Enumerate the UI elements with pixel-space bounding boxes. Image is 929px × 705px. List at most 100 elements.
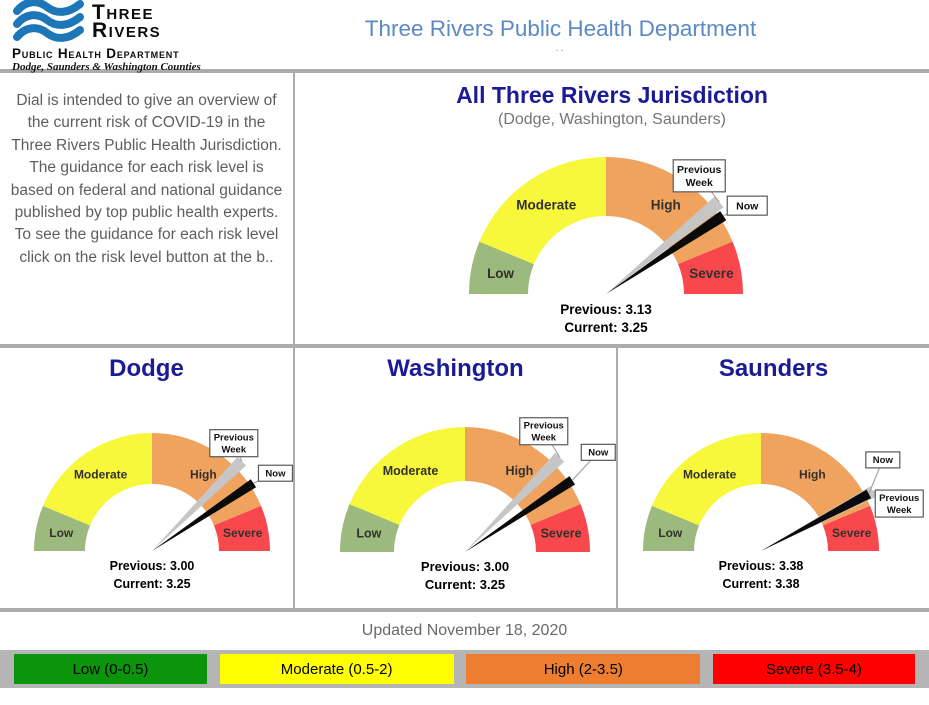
panel-title-dodge: Dodge xyxy=(109,355,184,382)
callout-previous-week-box-label: Week xyxy=(686,177,713,189)
segment-label-low: Low xyxy=(49,526,74,540)
callout-now-box-label: Now xyxy=(265,469,286,480)
segment-label-moderate: Moderate xyxy=(516,197,577,212)
header-title-wrap: Three Rivers Public Health Department .. xyxy=(310,16,811,54)
gauge-segment-low[interactable] xyxy=(643,505,700,551)
legend-button-moderate[interactable]: Moderate (0.5-2) xyxy=(219,654,454,684)
callout-previous-week-box-label: Previous xyxy=(879,493,919,504)
previous-value-label: Previous: 3.00 xyxy=(421,559,509,574)
gauge-all-three-rivers[interactable]: Low Moderate High Severe Now Previous Week Prev… xyxy=(295,129,929,335)
previous-value-label: Previous: 3.00 xyxy=(110,559,195,573)
logo-counties-tagline: Dodge, Saunders & Washington Counties xyxy=(12,61,201,73)
callout-previous-week-box xyxy=(874,489,924,518)
callout-now-box-label: Now xyxy=(588,448,609,459)
callout-now-box xyxy=(257,464,294,482)
gauge-segment-severe[interactable] xyxy=(678,241,743,294)
segment-label-moderate: Moderate xyxy=(74,467,128,481)
callout-previous-week-box-label: Week xyxy=(221,445,246,456)
callout-previous-week-box-label: Previous xyxy=(214,433,254,444)
gauge-segment-low[interactable] xyxy=(469,241,534,294)
page-title-dots: .. xyxy=(555,41,566,54)
callout-previous-week-box xyxy=(519,417,569,446)
logo-wordmark: Three Rivers xyxy=(92,1,310,42)
legend-button-low[interactable]: Low (0-0.5) xyxy=(14,654,207,684)
current-value-label: Current: 3.25 xyxy=(425,577,505,592)
legend-button-high[interactable]: High (2-3.5) xyxy=(466,654,701,684)
needle-previous-week[interactable] xyxy=(152,456,247,551)
callout-previous-week-box xyxy=(209,429,259,458)
callout-now-box xyxy=(580,443,616,461)
three-rivers-logo: Three Rivers Public Health Department Do… xyxy=(0,0,310,73)
gauge-segment-moderate[interactable] xyxy=(42,433,152,526)
panel-dodge: Dodge Low Moderate High Severe Now Previous We… xyxy=(0,348,295,608)
segment-label-high: High xyxy=(190,467,217,481)
needle-now[interactable] xyxy=(465,476,576,552)
callout-previous-week-box-label: Week xyxy=(887,505,912,516)
gauge-segment-moderate[interactable] xyxy=(349,427,465,525)
panel-title-all: All Three Rivers Jurisdiction xyxy=(456,82,768,108)
current-value-label: Current: 3.25 xyxy=(564,320,648,335)
gauge-segment-high[interactable] xyxy=(606,157,733,265)
callout-now-box xyxy=(726,195,768,216)
callout-previous-week-box-label: Previous xyxy=(524,421,564,432)
logo-department-line: Public Health Department xyxy=(12,46,180,61)
gauge-segment-high[interactable] xyxy=(152,433,262,526)
gauge-segment-low[interactable] xyxy=(34,505,91,551)
callout-now-box-label: Now xyxy=(873,455,894,466)
segment-label-severe: Severe xyxy=(832,526,872,540)
needle-previous-week[interactable] xyxy=(606,196,724,294)
gauge-segment-moderate[interactable] xyxy=(651,433,761,526)
segment-label-moderate: Moderate xyxy=(383,464,439,478)
panel-title-saunders: Saunders xyxy=(718,355,829,382)
segment-label-low: Low xyxy=(487,266,514,281)
gauge-segment-severe[interactable] xyxy=(822,505,879,551)
callout-previous-week-box-label: Week xyxy=(531,433,556,444)
gauge-segment-high[interactable] xyxy=(761,433,871,526)
gauge-saunders[interactable]: Low Moderate High Severe Now Previous Week Prev… xyxy=(618,386,929,601)
gauge-segment-severe[interactable] xyxy=(530,504,590,552)
callout-now-box-label: Now xyxy=(736,200,759,212)
segment-label-low: Low xyxy=(658,526,683,540)
logo-wordmark-line2: Rivers xyxy=(92,19,162,42)
needle-previous-week[interactable] xyxy=(465,452,565,552)
gauge-segment-high[interactable] xyxy=(465,427,581,525)
panel-subtitle-all: (Dodge, Washington, Saunders) xyxy=(498,111,726,128)
segment-label-high: High xyxy=(651,197,681,212)
legend-button-severe[interactable]: Severe (3.5-4) xyxy=(712,654,915,684)
segment-label-high: High xyxy=(506,464,534,478)
intro-panel: Dial is intended to give an overview of … xyxy=(0,73,295,344)
panel-washington: Washington Low Moderate High Severe Now Previ… xyxy=(295,348,618,608)
panel-saunders: Saunders Low Moderate High Severe Now Previou… xyxy=(618,348,929,608)
callout-previous-week-box-label: Previous xyxy=(677,164,722,176)
current-value-label: Current: 3.38 xyxy=(722,577,799,591)
logo-wordmark-line1: Three xyxy=(92,1,155,24)
header: Three Rivers Public Health Department Do… xyxy=(0,0,929,73)
gauge-segment-moderate[interactable] xyxy=(479,157,606,265)
callout-now-box xyxy=(865,451,901,469)
current-value-label: Current: 3.25 xyxy=(113,577,190,591)
intro-text: Dial is intended to give an overview of … xyxy=(10,92,283,266)
updated-date: Updated November 18, 2020 xyxy=(361,622,568,639)
segment-label-severe: Severe xyxy=(689,266,734,281)
gauge-segment-severe[interactable] xyxy=(213,505,270,551)
callout-previous-week-box xyxy=(672,159,726,193)
previous-value-label: Previous: 3.38 xyxy=(719,559,804,573)
top-row: Dial is intended to give an overview of … xyxy=(0,73,929,348)
segment-label-severe: Severe xyxy=(541,526,582,540)
panel-all-three-rivers: All Three Rivers Jurisdiction (Dodge, Wa… xyxy=(295,73,929,344)
gauge-washington[interactable]: Low Moderate High Severe Now Previous Week Prev… xyxy=(295,386,616,603)
needle-now[interactable] xyxy=(761,489,872,551)
segment-label-moderate: Moderate xyxy=(683,467,737,481)
bottom-row: Dodge Low Moderate High Severe Now Previous We… xyxy=(0,348,929,612)
needle-now[interactable] xyxy=(152,479,257,551)
waves-icon xyxy=(13,0,84,42)
previous-value-label: Previous: 3.13 xyxy=(560,302,652,317)
segment-label-severe: Severe xyxy=(223,526,263,540)
gauge-dodge[interactable]: Low Moderate High Severe Now Previous Week Prev… xyxy=(0,386,294,601)
gauge-segment-low[interactable] xyxy=(340,504,400,552)
risk-level-legend-bar: Low (0-0.5) Moderate (0.5-2) High (2-3.5) S… xyxy=(0,650,929,688)
needle-now[interactable] xyxy=(606,211,727,294)
segment-label-low: Low xyxy=(356,526,381,540)
page-title: Three Rivers Public Health Department xyxy=(364,15,757,41)
